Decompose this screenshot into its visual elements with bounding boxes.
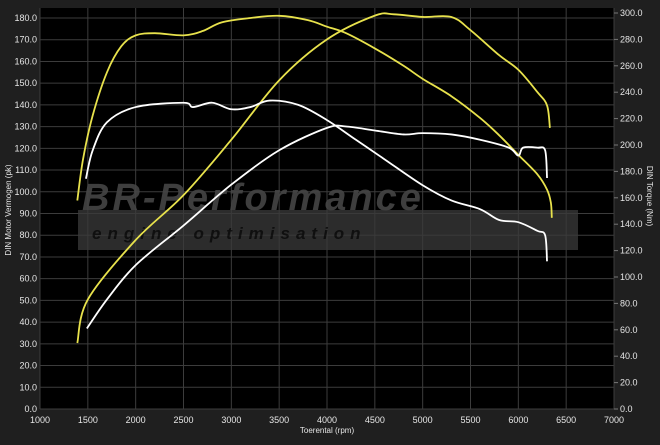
x-tick-label: 4500 <box>365 415 385 425</box>
x-tick-label: 4000 <box>317 415 337 425</box>
y-right-tick-label: 140.0 <box>620 219 643 229</box>
y-left-tick-label: 80.0 <box>19 230 37 240</box>
y-left-tick-label: 20.0 <box>19 361 37 371</box>
y-right-tick-label: 300.0 <box>620 8 643 18</box>
series-line-white-power <box>85 99 548 262</box>
x-tick-label: 3000 <box>221 415 241 425</box>
series-line-yellow-torque <box>76 12 551 344</box>
y-axis-right: 0.0 20.0 40.0 60.0 80.0 100.0 120.0 140.0 160.0 1… <box>614 8 643 414</box>
y-right-tick-label: 220.0 <box>620 114 643 124</box>
y-left-tick-label: 150.0 <box>14 78 37 88</box>
y-right-tick-label: 80.0 <box>620 298 638 308</box>
x-tick-label: 1500 <box>78 415 98 425</box>
x-tick-label: 5500 <box>460 415 480 425</box>
y-left-tick-label: 40.0 <box>19 317 37 327</box>
watermark-tagline: engine optimisation <box>92 224 367 243</box>
y-left-tick-label: 140.0 <box>14 100 37 110</box>
y-right-tick-label: 100.0 <box>620 272 643 282</box>
y-left-tick-label: 160.0 <box>14 56 37 66</box>
y-left-tick-label: 110.0 <box>15 165 37 175</box>
y-left-tick-label: 130.0 <box>14 122 37 132</box>
y-right-tick-label: 160.0 <box>620 193 643 203</box>
watermark-brand: BR-Performance <box>82 177 424 219</box>
y-axis-left: 0.0 10.0 20.0 30.0 40.0 50.0 60.0 70.0 80.0 90.0 1… <box>14 13 37 414</box>
y-axis-right-label: DIN Torque (Nm) <box>645 166 654 227</box>
y-left-tick-label: 90.0 <box>19 209 37 219</box>
y-right-tick-label: 120.0 <box>620 246 643 256</box>
x-tick-label: 1000 <box>30 415 50 425</box>
x-tick-label: 2000 <box>126 415 146 425</box>
y-right-tick-label: 0.0 <box>620 404 633 414</box>
series-line-white-torque <box>86 124 548 329</box>
x-tick-label: 5000 <box>413 415 433 425</box>
y-left-tick-label: 180.0 <box>14 13 37 23</box>
y-right-tick-label: 280.0 <box>620 34 643 44</box>
y-right-tick-label: 20.0 <box>620 378 638 388</box>
y-right-tick-label: 200.0 <box>620 140 643 150</box>
y-axis-left-label: DIN Motor Vermogen (pk) <box>4 164 13 255</box>
y-right-tick-label: 180.0 <box>620 166 643 176</box>
x-tick-label: 3500 <box>269 415 289 425</box>
y-left-tick-label: 0.0 <box>24 404 37 414</box>
y-left-tick-label: 120.0 <box>14 143 37 153</box>
x-tick-label: 6500 <box>556 415 576 425</box>
y-left-tick-label: 170.0 <box>14 35 37 45</box>
x-axis-label: Toerental (rpm) <box>300 426 355 435</box>
x-tick-label: 6000 <box>508 415 528 425</box>
x-tick-label: 2500 <box>173 415 193 425</box>
series-line-yellow-power <box>76 14 553 218</box>
y-left-tick-label: 30.0 <box>19 339 37 349</box>
x-axis: 1000 1500 2000 2500 3000 3500 4000 4500 5000 5500… <box>30 415 624 425</box>
y-left-tick-label: 60.0 <box>19 274 37 284</box>
y-left-tick-label: 70.0 <box>19 252 37 262</box>
y-right-tick-label: 260.0 <box>620 61 643 71</box>
y-left-tick-label: 100.0 <box>14 187 37 197</box>
y-left-tick-label: 10.0 <box>19 382 37 392</box>
y-right-tick-label: 240.0 <box>620 87 643 97</box>
series-group <box>76 12 553 344</box>
x-tick-label: 7000 <box>604 415 624 425</box>
watermark: BR-Performance engine optimisation <box>78 177 578 250</box>
y-right-tick-label: 60.0 <box>620 325 638 335</box>
y-left-tick-label: 50.0 <box>19 295 37 305</box>
y-right-tick-label: 40.0 <box>620 351 638 361</box>
